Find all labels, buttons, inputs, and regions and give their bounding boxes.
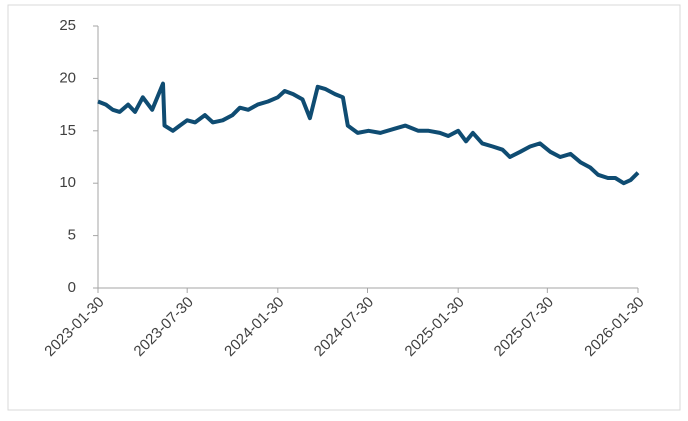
series-line — [97, 81, 640, 186]
y-tick-label: 0 — [68, 279, 76, 296]
y-tick-label: 20 — [59, 69, 76, 86]
y-tick-label: 15 — [59, 122, 76, 139]
y-tick-label: 10 — [59, 174, 76, 191]
y-tick-label: 25 — [59, 17, 76, 34]
y-tick-label: 5 — [68, 227, 76, 244]
chart-frame — [7, 4, 681, 411]
